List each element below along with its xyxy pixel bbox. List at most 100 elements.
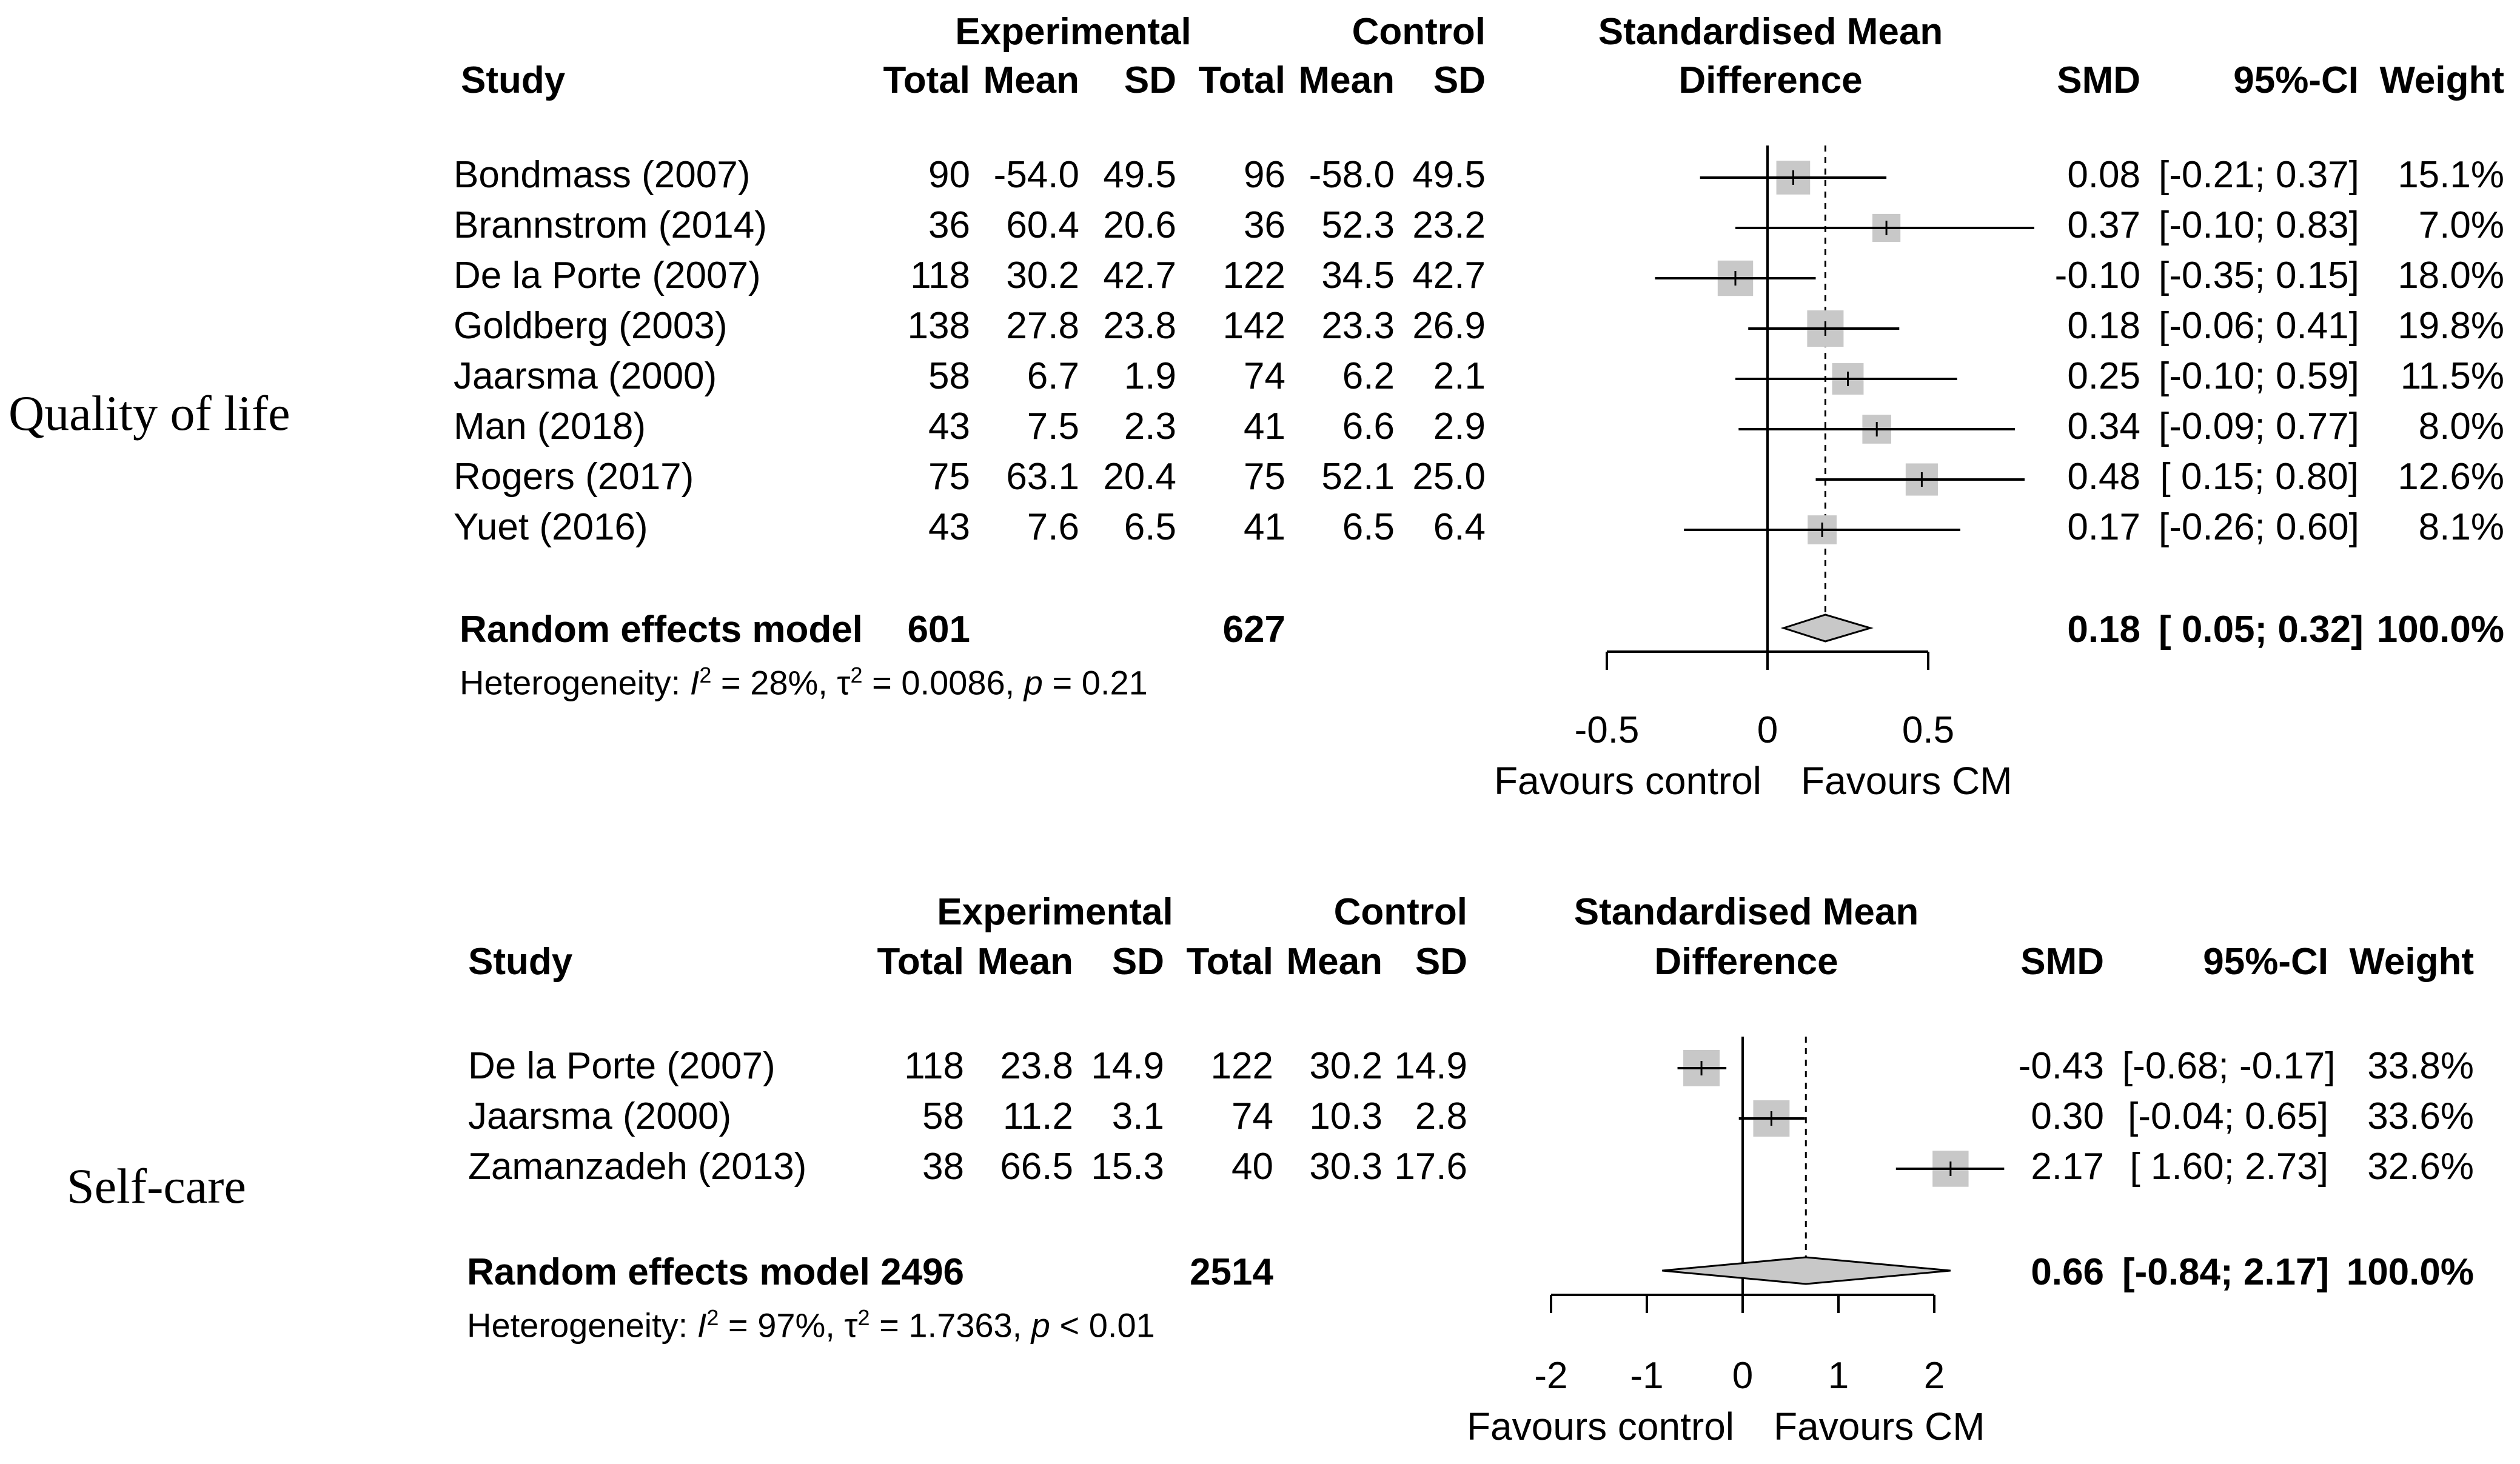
c-mean: 6.2: [1342, 355, 1395, 397]
e-total: 90: [928, 154, 970, 196]
ci-value: [-0.10; 0.59]: [2159, 355, 2359, 397]
header-c-sd: SD: [1433, 59, 1486, 101]
header-e-total: Total: [883, 59, 971, 101]
e-mean: 6.7: [1027, 355, 1079, 397]
heterogeneity-text: Heterogeneity: I2 = 28%, τ2 = 0.0086, p …: [460, 663, 1148, 702]
header-plot-title-line1: Standardised Mean: [1573, 891, 1919, 933]
header-ci: 95%-CI: [2233, 59, 2359, 101]
c-mean: 6.5: [1342, 506, 1395, 548]
e-total: 138: [907, 305, 970, 347]
e-sd: 1.9: [1124, 355, 1176, 397]
forest-plot-quality-of-life: Quality of life Experimental Control Sta…: [8, 11, 2504, 803]
e-mean: -54.0: [993, 154, 1079, 196]
ci-value: [ 0.15; 0.80]: [2160, 456, 2359, 498]
favours-control-label: Favours control: [1494, 759, 1761, 803]
pooled-weight: 100.0%: [2346, 1251, 2474, 1293]
e-mean: 7.6: [1027, 506, 1079, 548]
weight-value: 19.8%: [2398, 305, 2504, 347]
smd-value: 0.34: [2067, 406, 2140, 447]
study-name: Zamanzadeh (2013): [468, 1146, 807, 1188]
ci-value: [-0.06; 0.41]: [2159, 305, 2359, 347]
forest-plot-area: -0.5 0 0.5 Favours control Favours CM: [1494, 145, 2034, 803]
pooled-ci: [ 0.05; 0.32]: [2159, 609, 2364, 650]
c-total: 142: [1222, 305, 1285, 347]
x-tick-label: 0: [1732, 1355, 1753, 1397]
header-group-experimental: Experimental: [955, 11, 1191, 53]
smd-value: 0.30: [2031, 1095, 2104, 1137]
e-mean: 63.1: [1006, 456, 1079, 498]
c-sd: 25.0: [1412, 456, 1486, 498]
c-sd: 49.5: [1412, 154, 1486, 196]
e-sd: 42.7: [1103, 255, 1176, 296]
e-mean: 11.2: [1002, 1095, 1073, 1137]
smd-value: 0.37: [2067, 204, 2140, 246]
weight-value: 18.0%: [2398, 255, 2504, 296]
weight-value: 11.5%: [2400, 355, 2504, 397]
c-sd: 26.9: [1412, 305, 1486, 347]
c-total: 122: [1222, 255, 1285, 296]
e-total: 75: [928, 456, 970, 498]
c-sd: 23.2: [1412, 204, 1486, 246]
pooled-e-total: 601: [907, 609, 970, 650]
weight-value: 7.0%: [2418, 204, 2504, 246]
forest-plot-area: -2 -1 0 1 2 Favours control Favours CM: [1467, 1037, 2005, 1448]
x-tick-label: -2: [1534, 1355, 1567, 1397]
c-mean: 52.3: [1321, 204, 1395, 246]
e-total: 118: [910, 255, 970, 296]
c-sd: 2.9: [1433, 406, 1486, 447]
study-name: Rogers (2017): [454, 456, 694, 498]
study-name: Goldberg (2003): [454, 305, 728, 347]
e-sd: 49.5: [1103, 154, 1176, 196]
study-name: De la Porte (2007): [454, 255, 761, 296]
pooled-c-total: 2514: [1190, 1251, 1273, 1293]
ci-value: [-0.21; 0.37]: [2159, 154, 2359, 196]
e-sd: 14.9: [1091, 1045, 1164, 1087]
x-tick-label: 1: [1828, 1355, 1849, 1397]
e-total: 43: [928, 506, 970, 548]
header-e-sd: SD: [1111, 941, 1164, 983]
header-c-total: Total: [1186, 941, 1274, 983]
c-sd: 42.7: [1412, 255, 1486, 296]
c-mean: 30.3: [1309, 1146, 1382, 1188]
pooled-e-total: 2496: [880, 1251, 964, 1293]
smd-value: 0.18: [2067, 305, 2140, 347]
c-total: 41: [1244, 406, 1285, 447]
pooled-smd: 0.66: [2031, 1251, 2104, 1293]
c-total: 74: [1244, 355, 1285, 397]
pooled-ci: [-0.84; 2.17]: [2122, 1251, 2330, 1293]
e-mean: 66.5: [1000, 1146, 1073, 1188]
header-e-mean: Mean: [977, 941, 1073, 983]
header-ci: 95%-CI: [2203, 941, 2328, 983]
c-sd: 2.1: [1433, 355, 1486, 397]
weight-value: 8.0%: [2418, 406, 2504, 447]
smd-value: 0.17: [2067, 506, 2140, 548]
favours-cm-label: Favours CM: [1774, 1405, 1985, 1448]
header-study: Study: [461, 59, 566, 101]
e-total: 58: [928, 355, 970, 397]
pooled-diamond: [1662, 1256, 1951, 1285]
c-sd: 2.8: [1415, 1095, 1467, 1137]
x-tick-label: -1: [1630, 1355, 1663, 1397]
section-label: Quality of life: [8, 386, 290, 441]
weight-value: 33.6%: [2367, 1095, 2474, 1137]
weight-value: 33.8%: [2367, 1045, 2474, 1087]
c-mean: -58.0: [1309, 154, 1395, 196]
header-weight: Weight: [2349, 941, 2475, 983]
smd-value: -0.10: [2054, 255, 2140, 296]
x-tick-label: -0.5: [1575, 709, 1640, 751]
header-c-mean: Mean: [1286, 941, 1382, 983]
c-sd: 17.6: [1394, 1146, 1467, 1188]
c-total: 74: [1232, 1095, 1273, 1137]
study-name: Yuet (2016): [454, 506, 648, 548]
c-mean: 52.1: [1321, 456, 1395, 498]
c-total: 122: [1210, 1045, 1273, 1087]
pooled-diamond: [1780, 613, 1874, 643]
study-name: Jaarsma (2000): [454, 355, 717, 397]
header-plot-title-line1: Standardised Mean: [1598, 11, 1943, 53]
c-total: 40: [1232, 1146, 1273, 1188]
e-sd: 2.3: [1124, 406, 1176, 447]
weight-value: 15.1%: [2398, 154, 2504, 196]
forest-plot-self-care: Self-care Experimental Control Standardi…: [0, 873, 2520, 1464]
header-group-experimental: Experimental: [937, 891, 1173, 933]
header-e-sd: SD: [1124, 59, 1176, 101]
